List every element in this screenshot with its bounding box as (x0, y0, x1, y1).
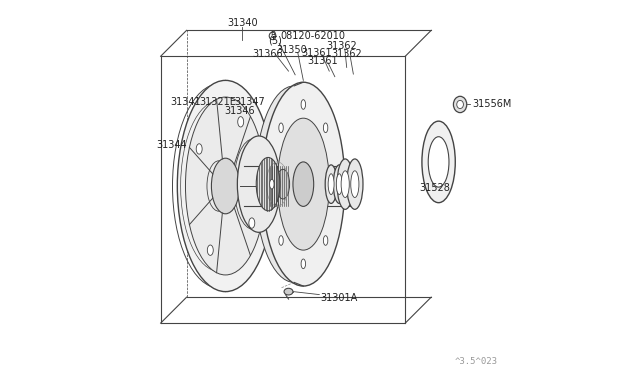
Ellipse shape (428, 137, 449, 187)
Text: 31361: 31361 (301, 48, 332, 58)
Text: B: B (270, 31, 275, 41)
Ellipse shape (333, 179, 337, 189)
Ellipse shape (279, 123, 284, 133)
Text: 31350: 31350 (276, 45, 307, 55)
Ellipse shape (328, 174, 334, 195)
Ellipse shape (337, 159, 353, 209)
Ellipse shape (422, 121, 455, 203)
Ellipse shape (453, 96, 467, 113)
Ellipse shape (196, 144, 202, 154)
Ellipse shape (457, 100, 463, 109)
Ellipse shape (301, 259, 305, 269)
Ellipse shape (237, 136, 280, 232)
Ellipse shape (256, 157, 280, 211)
Text: 31301A: 31301A (320, 293, 357, 303)
Text: ^3.5^023: ^3.5^023 (455, 357, 498, 366)
Text: 31321E: 31321E (200, 96, 237, 106)
Ellipse shape (323, 236, 328, 245)
Text: 31341: 31341 (170, 96, 201, 106)
Text: 31528: 31528 (419, 183, 451, 193)
Ellipse shape (333, 165, 345, 203)
Ellipse shape (323, 123, 328, 133)
Ellipse shape (336, 174, 342, 195)
Ellipse shape (347, 159, 363, 209)
Ellipse shape (262, 82, 345, 286)
Ellipse shape (237, 116, 244, 127)
Ellipse shape (186, 97, 266, 275)
Ellipse shape (279, 236, 284, 245)
Ellipse shape (277, 118, 329, 250)
Ellipse shape (301, 100, 305, 109)
Ellipse shape (325, 165, 337, 203)
Text: 31362: 31362 (326, 41, 357, 51)
Text: 31362: 31362 (332, 49, 362, 60)
Text: 31361: 31361 (308, 56, 339, 66)
Text: 08120-62010: 08120-62010 (280, 31, 345, 41)
Ellipse shape (211, 158, 239, 214)
Ellipse shape (284, 288, 293, 295)
Ellipse shape (269, 179, 274, 189)
Text: 31346: 31346 (224, 106, 255, 116)
Text: 31344: 31344 (156, 140, 187, 150)
Ellipse shape (341, 171, 349, 198)
Ellipse shape (207, 245, 213, 256)
Text: 31340: 31340 (227, 18, 257, 28)
Text: 31366: 31366 (253, 49, 284, 60)
Text: 31556M: 31556M (472, 99, 511, 109)
Ellipse shape (293, 162, 314, 206)
Ellipse shape (351, 171, 359, 198)
Ellipse shape (249, 218, 255, 228)
Ellipse shape (255, 86, 333, 282)
Ellipse shape (276, 169, 290, 199)
Text: (5): (5) (269, 36, 282, 46)
Text: 31347: 31347 (234, 96, 265, 106)
Ellipse shape (177, 80, 274, 292)
